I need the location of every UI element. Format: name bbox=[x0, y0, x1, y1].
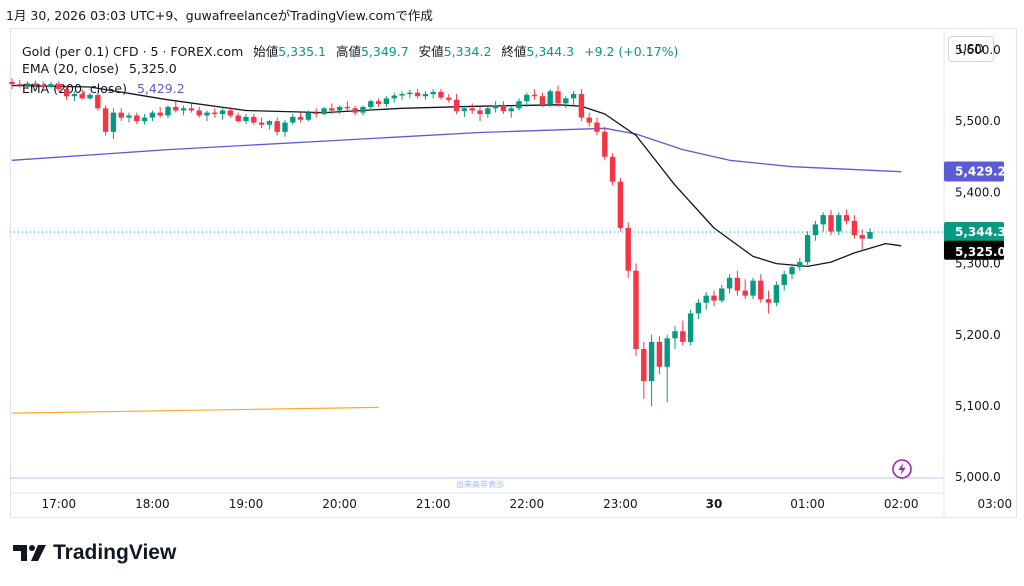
high-label: 高値 bbox=[335, 44, 361, 59]
tradingview-icon bbox=[13, 545, 46, 561]
ema200-value: 5,429.2 bbox=[136, 81, 185, 96]
close-value: 5,344.3 bbox=[526, 44, 575, 59]
lightning-icon[interactable] bbox=[892, 459, 912, 479]
tradingview-wordmark: TradingView bbox=[53, 541, 177, 564]
low-label: 安値 bbox=[418, 44, 444, 59]
open-value: 5,335.1 bbox=[278, 44, 326, 59]
change-value: +9.2 (+0.17%) bbox=[584, 44, 679, 59]
ema200-legend[interactable]: EMA (200, close) 5,429.2 bbox=[22, 81, 185, 96]
low-value: 5,334.2 bbox=[443, 44, 492, 59]
symbol-legend: Gold (per 0.1) CFD · 5 · FOREX.com 始値5,3… bbox=[22, 41, 678, 60]
currency-button[interactable]: USD bbox=[948, 36, 994, 62]
ema20-value: 5,325.0 bbox=[129, 61, 177, 76]
ema20-label: EMA (20, close) bbox=[22, 61, 120, 76]
chart-header-caption: 1月 30, 2026 03:03 UTC+9、guwafreelanceがTr… bbox=[6, 8, 433, 23]
ema200-label: EMA (200, close) bbox=[22, 81, 127, 96]
tradingview-logo[interactable]: TradingView bbox=[13, 541, 176, 565]
open-label: 始値 bbox=[253, 44, 279, 59]
ema20-legend[interactable]: EMA (20, close) 5,325.0 bbox=[22, 61, 177, 76]
high-value: 5,349.7 bbox=[360, 44, 409, 59]
chart-frame bbox=[10, 28, 1017, 518]
symbol-name: Gold (per 0.1) CFD · 5 · FOREX.com bbox=[22, 44, 244, 59]
close-label: 終値 bbox=[501, 44, 527, 59]
